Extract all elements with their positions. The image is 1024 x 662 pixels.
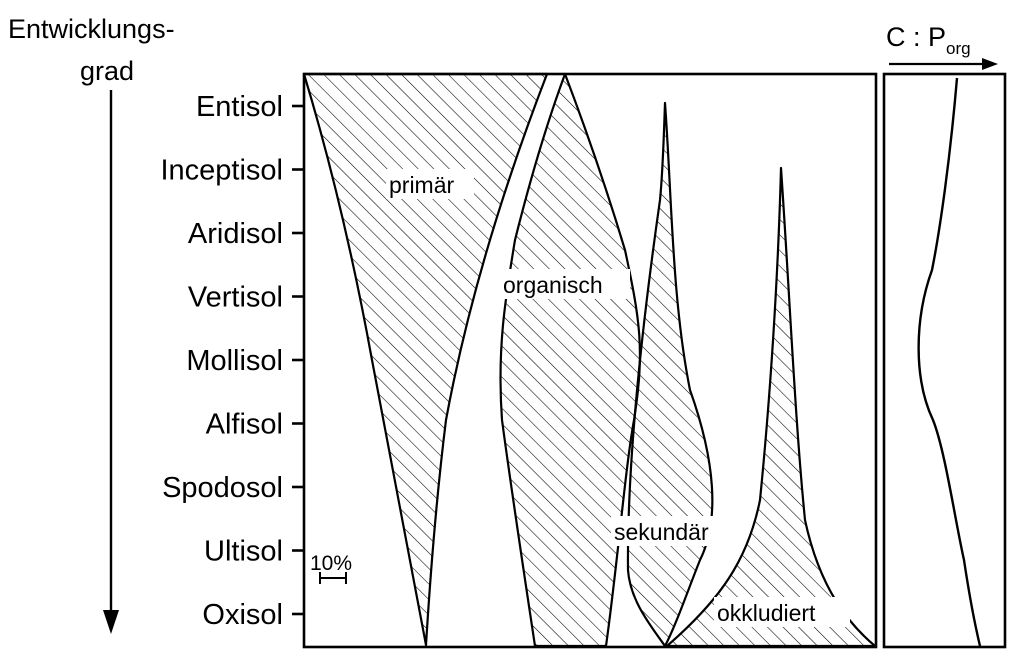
soil-order-label: Ultisol (204, 536, 283, 568)
development-arrowhead (103, 610, 119, 634)
axis-title-line1: Entwicklungs- (8, 14, 175, 44)
label-secondary: sekundär (614, 519, 709, 545)
label-bg-primary (386, 169, 474, 199)
region-primary (302, 72, 549, 647)
axis-title-line2: grad (80, 56, 134, 86)
soil-order-label: Alfisol (206, 409, 283, 441)
label-bg-organic (500, 269, 630, 299)
soil-order-axis: Entisol Inceptisol Aridisol Vertisol Molliso… (160, 91, 304, 631)
label-primary: primär (389, 172, 455, 198)
ratio-label-subscript: org (946, 39, 971, 58)
label-occluded: okkludiert (717, 600, 816, 626)
soil-order-label: Oxisol (202, 599, 283, 631)
ratio-label: C : Porg (886, 22, 971, 58)
label-organic: organisch (503, 272, 603, 298)
label-bg-occluded (714, 597, 850, 627)
ratio-label-main: C : P (886, 22, 946, 52)
soil-order-label: Spodosol (162, 472, 283, 504)
scale-bar-label: 10% (310, 552, 352, 575)
soil-order-label: Entisol (196, 91, 283, 123)
ratio-arrowhead (982, 58, 998, 70)
label-bg-secondary (611, 516, 733, 546)
soil-order-label: Mollisol (186, 345, 283, 377)
soil-order-label: Inceptisol (160, 155, 283, 187)
soil-order-label: Aridisol (188, 218, 283, 250)
ratio-curve (917, 77, 982, 647)
region-secondary (626, 101, 714, 648)
ratio-panel-frame (882, 72, 1007, 649)
region-occluded (665, 166, 877, 648)
soil-order-label: Vertisol (188, 282, 283, 314)
region-organic (499, 72, 642, 648)
